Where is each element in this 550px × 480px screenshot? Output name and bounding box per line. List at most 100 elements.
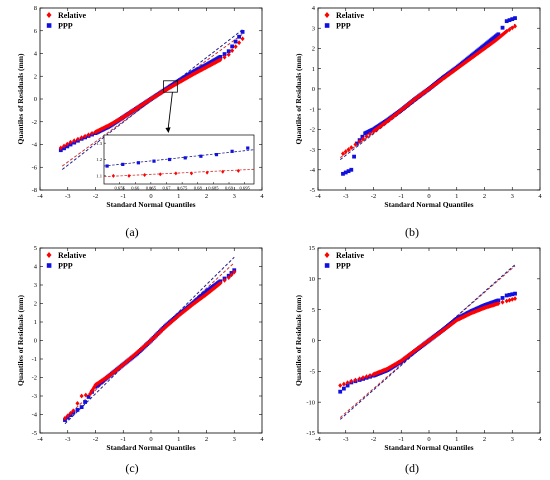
ppp-marker <box>504 293 509 298</box>
relative-marker <box>449 69 454 75</box>
ppp-marker <box>240 29 245 34</box>
x-axis-label: Standard Normal Quantiles <box>106 443 195 452</box>
legend-ppp-label: PPP <box>336 22 351 31</box>
ppp-marker <box>338 389 343 394</box>
inset-relative-marker <box>189 171 194 176</box>
inset-x-tick-label: 0.67 <box>162 186 171 191</box>
relative-marker <box>118 364 123 369</box>
inset-ppp-marker <box>105 164 109 168</box>
inset-x-tick-label: 0.675 <box>177 186 188 191</box>
zoom-arrow-line <box>167 92 173 131</box>
x-tick-label: -1 <box>399 436 404 443</box>
panel-a: -4 -3 -2 -1 0 1 2 3 4 -8 -6 -4 -2 0 2 4 6 8 Standard Norma… <box>16 5 264 239</box>
relative-marker <box>83 392 88 398</box>
y-tick-label: 4 <box>312 5 316 12</box>
y-tick-label: -4 <box>310 167 316 174</box>
inset-y-tick-label: 1.3 <box>96 141 102 146</box>
inset-x-tick-label: 0.695 <box>239 186 250 191</box>
relative-marker <box>381 121 386 127</box>
y-tick-label: -8 <box>32 187 37 194</box>
x-tick-label: -2 <box>93 436 98 443</box>
x-tick-label: 0 <box>427 436 430 443</box>
ppp-marker <box>510 292 515 297</box>
ppp-marker <box>513 16 517 21</box>
x-tick-label: -3 <box>65 193 70 200</box>
relative-marker <box>427 338 431 343</box>
x-tick-label: 0 <box>427 193 430 200</box>
inset-relative-marker <box>158 172 162 177</box>
ppp-marker <box>346 169 351 174</box>
relative-marker <box>418 92 423 98</box>
ppp-marker <box>510 17 515 22</box>
relative-marker <box>218 280 223 286</box>
x-tick-label: 3 <box>233 193 236 200</box>
ppp-marker <box>507 292 512 297</box>
relative-marker <box>368 373 373 378</box>
inset-ppp-marker <box>230 149 234 153</box>
relative-marker <box>230 48 235 54</box>
y-axis-label: Quantiles of Residuals (mm) <box>294 53 303 145</box>
relative-marker <box>132 352 137 358</box>
y-tick-label: -6 <box>32 164 38 171</box>
relative-marker <box>65 141 70 147</box>
relative-marker <box>62 143 67 149</box>
relative-marker <box>433 81 438 87</box>
ppp-marker <box>86 395 91 399</box>
relative-marker <box>500 299 505 305</box>
relative-marker <box>395 110 400 116</box>
inset-relative-marker <box>127 173 131 178</box>
x-tick-label: 2 <box>205 436 208 443</box>
x-tick-label: -1 <box>121 193 126 200</box>
relative-marker <box>222 277 227 283</box>
y-tick-label: -2 <box>310 127 315 134</box>
relative-marker <box>341 381 346 387</box>
legend-relative-label: Relative <box>336 251 364 260</box>
relative-marker <box>389 115 394 121</box>
relative-marker <box>457 64 462 70</box>
x-tick-label: 3 <box>511 436 514 443</box>
y-tick-label: 0 <box>34 338 37 345</box>
relative-marker <box>425 87 430 93</box>
legend-relative-marker <box>324 12 330 18</box>
relative-marker <box>141 344 146 350</box>
relative-marker <box>338 383 343 388</box>
x-tick-label: 4 <box>538 193 542 200</box>
y-tick-label: 1 <box>34 319 37 326</box>
y-tick-label: -10 <box>306 399 315 406</box>
relative-marker <box>353 377 358 383</box>
relative-marker <box>434 80 439 86</box>
relative-marker <box>440 76 445 82</box>
relative-marker <box>439 77 444 83</box>
relative-marker <box>343 149 348 154</box>
relative-marker <box>65 413 70 419</box>
relative-marker <box>345 380 350 386</box>
relative-marker <box>416 93 421 99</box>
inset-relative-marker <box>221 169 225 174</box>
relative-marker <box>411 348 416 354</box>
y-tick-label: -5 <box>310 369 315 376</box>
relative-marker <box>340 151 345 156</box>
panel-label: (b) <box>405 225 419 239</box>
inset-ppp-reference-line <box>103 149 255 167</box>
inset-ppp-marker <box>121 162 125 166</box>
y-tick-label: 2 <box>34 73 37 80</box>
relative-marker <box>174 315 179 321</box>
relative-marker <box>183 308 188 313</box>
ppp-marker <box>507 18 512 23</box>
inset-x-tick-label: 0.66 <box>131 186 140 191</box>
y-tick-label: 4 <box>34 264 38 271</box>
y-tick-label: -15 <box>306 430 315 437</box>
y-tick-label: 0 <box>312 86 315 93</box>
y-tick-label: 2 <box>34 301 37 308</box>
relative-marker <box>357 139 362 144</box>
relative-marker <box>496 301 501 306</box>
relative-marker <box>79 393 84 399</box>
x-tick-label: 3 <box>233 436 236 443</box>
y-tick-label: 3 <box>312 25 315 32</box>
relative-marker <box>423 340 428 346</box>
legend-ppp-marker <box>46 23 52 28</box>
relative-marker <box>185 306 190 311</box>
relative-marker <box>513 23 518 29</box>
relative-marker <box>232 269 237 275</box>
